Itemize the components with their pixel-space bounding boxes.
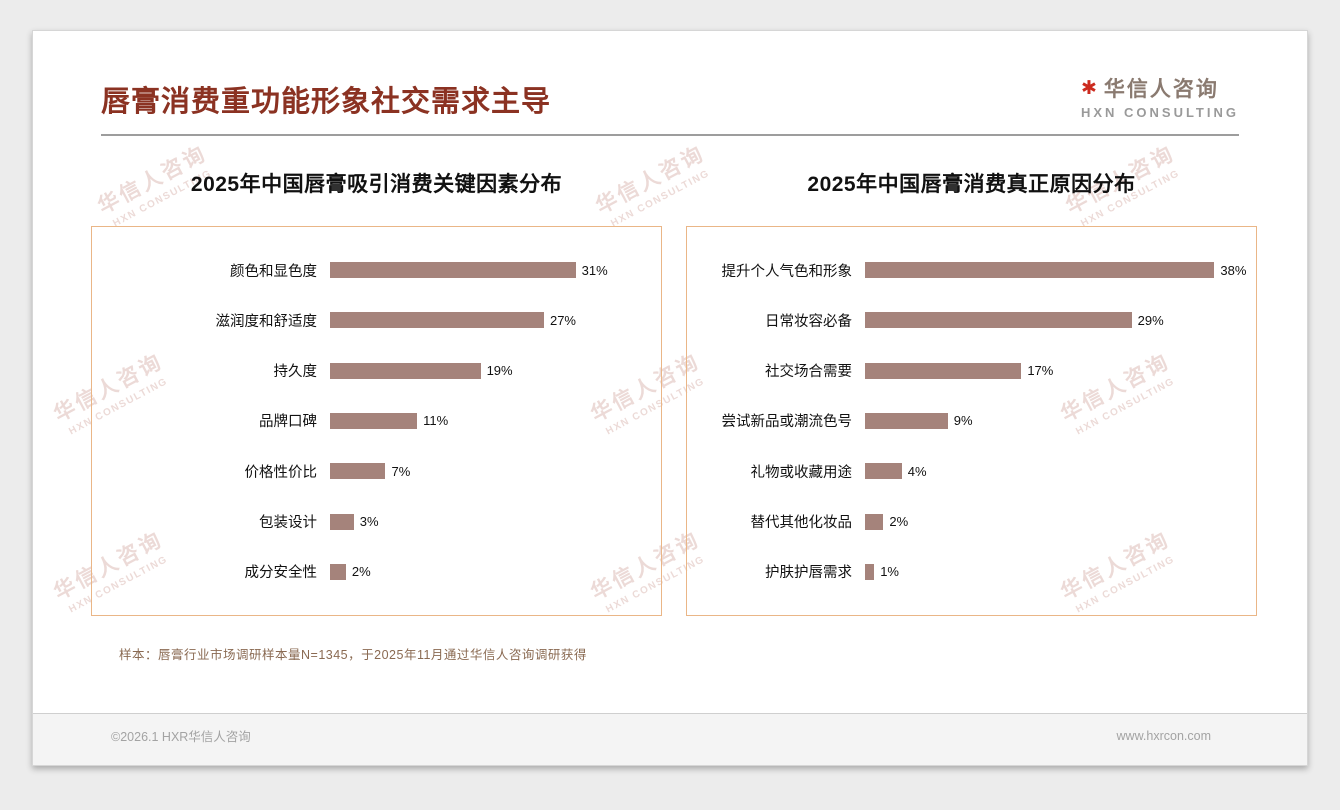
bar-row: 社交场合需要 17% — [697, 360, 1242, 381]
bar — [865, 362, 1022, 379]
footer-website: www.hxrcon.com — [1116, 728, 1211, 743]
bar-value-label: 38% — [1220, 262, 1247, 278]
bar — [330, 312, 544, 329]
bar-category-label: 价格性价比 — [244, 464, 318, 481]
bar-row: 滋润度和舒适度 27% — [102, 310, 647, 331]
bar-track: 9% — [865, 412, 1242, 429]
chart-block-right: 2025年中国唇膏消费真正原因分布 提升个人气色和形象 38% 日常妆容必备 29% 社… — [686, 168, 1257, 616]
bar-track: 2% — [865, 513, 1242, 530]
charts-area: 2025年中国唇膏吸引消费关键因素分布 颜色和显色度 31% 滋润度和舒适度 27% 持… — [91, 136, 1257, 616]
bar-row: 成分安全性 2% — [102, 561, 647, 582]
slide-footer: ©2026.1 HXR华信人咨询 www.hxrcon.com — [33, 713, 1307, 765]
bar-chart-left: 颜色和显色度 31% 滋润度和舒适度 27% 持久度 19% 品牌口碑 11% 价格性价比 7% 包… — [91, 226, 662, 616]
bar — [865, 563, 875, 580]
bar — [330, 563, 346, 580]
bar-value-label: 4% — [907, 463, 927, 479]
bar — [330, 262, 576, 279]
bar-category-label: 社交场合需要 — [765, 364, 852, 381]
bar — [330, 463, 386, 480]
bar-track: 29% — [865, 312, 1242, 329]
bar-row: 礼物或收藏用途 4% — [697, 461, 1242, 482]
bar-track: 17% — [865, 362, 1242, 379]
bar-row: 包装设计 3% — [102, 511, 647, 532]
bar-row: 日常妆容必备 29% — [697, 310, 1242, 331]
bar-category-label: 成分安全性 — [244, 565, 318, 582]
logo-asterisk-icon: ✱ — [1080, 77, 1099, 99]
bar-row: 持久度 19% — [102, 360, 647, 381]
bar-category-label: 日常妆容必备 — [765, 313, 852, 330]
bar-category-label: 品牌口碑 — [259, 414, 317, 431]
bar-category-label: 护肤护唇需求 — [765, 565, 852, 582]
bar — [865, 513, 884, 530]
bar — [330, 412, 418, 429]
bar — [865, 412, 948, 429]
bar-category-label: 提升个人气色和形象 — [721, 263, 853, 280]
bar — [330, 513, 354, 530]
bar-value-label: 11% — [423, 413, 449, 429]
page-title: 唇膏消费重功能形象社交需求主导 — [101, 86, 552, 118]
bar-value-label: 1% — [880, 564, 899, 580]
bar-chart-right: 提升个人气色和形象 38% 日常妆容必备 29% 社交场合需要 17% 尝试新品或潮流色号 9… — [686, 226, 1257, 616]
bar-track: 3% — [330, 513, 647, 530]
footer-copyright: ©2026.1 HXR华信人咨询 — [111, 730, 251, 744]
bar-value-label: 27% — [549, 312, 576, 328]
bar-row: 品牌口碑 11% — [102, 410, 647, 431]
bar-value-label: 7% — [391, 463, 411, 479]
slide-header: 唇膏消费重功能形象社交需求主导 ✱ 华信人咨询 HXN CONSULTING — [101, 31, 1239, 136]
bar-track: 7% — [330, 463, 647, 480]
bar-row: 替代其他化妆品 2% — [697, 511, 1242, 532]
bar-category-label: 替代其他化妆品 — [750, 515, 853, 532]
bar-value-label: 31% — [581, 262, 608, 278]
bar-track: 19% — [330, 362, 647, 379]
bar-track: 27% — [330, 312, 647, 329]
bar-row: 价格性价比 7% — [102, 461, 647, 482]
slide: 华信人咨询 HXN CONSULTING 华信人咨询 HXN CONSULTING 华信… — [32, 30, 1308, 766]
logo-company-name-en: HXN CONSULTING — [1080, 105, 1239, 120]
bar — [330, 362, 481, 379]
bar-track: 38% — [865, 262, 1246, 279]
bar — [865, 312, 1132, 329]
logo-wordmark: ✱ 华信人咨询 — [1081, 73, 1239, 103]
bar-category-label: 持久度 — [273, 364, 318, 381]
bar-category-label: 礼物或收藏用途 — [750, 464, 853, 481]
company-logo: ✱ 华信人咨询 HXN CONSULTING — [1080, 73, 1239, 121]
chart-block-left: 2025年中国唇膏吸引消费关键因素分布 颜色和显色度 31% 滋润度和舒适度 27% 持… — [91, 168, 662, 616]
bar-track: 4% — [865, 463, 1242, 480]
bar-track: 1% — [865, 563, 1242, 580]
bar — [865, 262, 1215, 279]
bar-value-label: 2% — [351, 564, 371, 580]
bar-value-label: 2% — [889, 514, 909, 530]
chart-title-right: 2025年中国唇膏消费真正原因分布 — [807, 173, 1136, 196]
bar-row: 尝试新品或潮流色号 9% — [697, 410, 1242, 431]
bar-category-label: 包装设计 — [259, 515, 317, 532]
bar-value-label: 19% — [486, 363, 513, 379]
bar-category-label: 颜色和显色度 — [230, 263, 317, 280]
bar-value-label: 29% — [1137, 312, 1164, 328]
bar-track: 11% — [330, 412, 647, 429]
sample-footnote: 样本：唇膏行业市场调研样本量N=1345，于2025年11月通过华信人咨询调研获… — [119, 648, 587, 662]
bar-row: 提升个人气色和形象 38% — [697, 260, 1246, 281]
bar-row: 颜色和显色度 31% — [102, 260, 647, 281]
bar-value-label: 9% — [953, 413, 973, 429]
bar-track: 2% — [330, 563, 647, 580]
chart-title-left: 2025年中国唇膏吸引消费关键因素分布 — [190, 173, 563, 196]
bar-track: 31% — [330, 262, 647, 279]
bar — [865, 463, 902, 480]
bar-category-label: 滋润度和舒适度 — [215, 313, 318, 330]
bar-row: 护肤护唇需求 1% — [697, 561, 1242, 582]
bar-value-label: 3% — [359, 514, 379, 530]
bar-category-label: 尝试新品或潮流色号 — [721, 414, 853, 431]
logo-company-name: 华信人咨询 — [1103, 78, 1219, 101]
bar-value-label: 17% — [1027, 363, 1054, 379]
